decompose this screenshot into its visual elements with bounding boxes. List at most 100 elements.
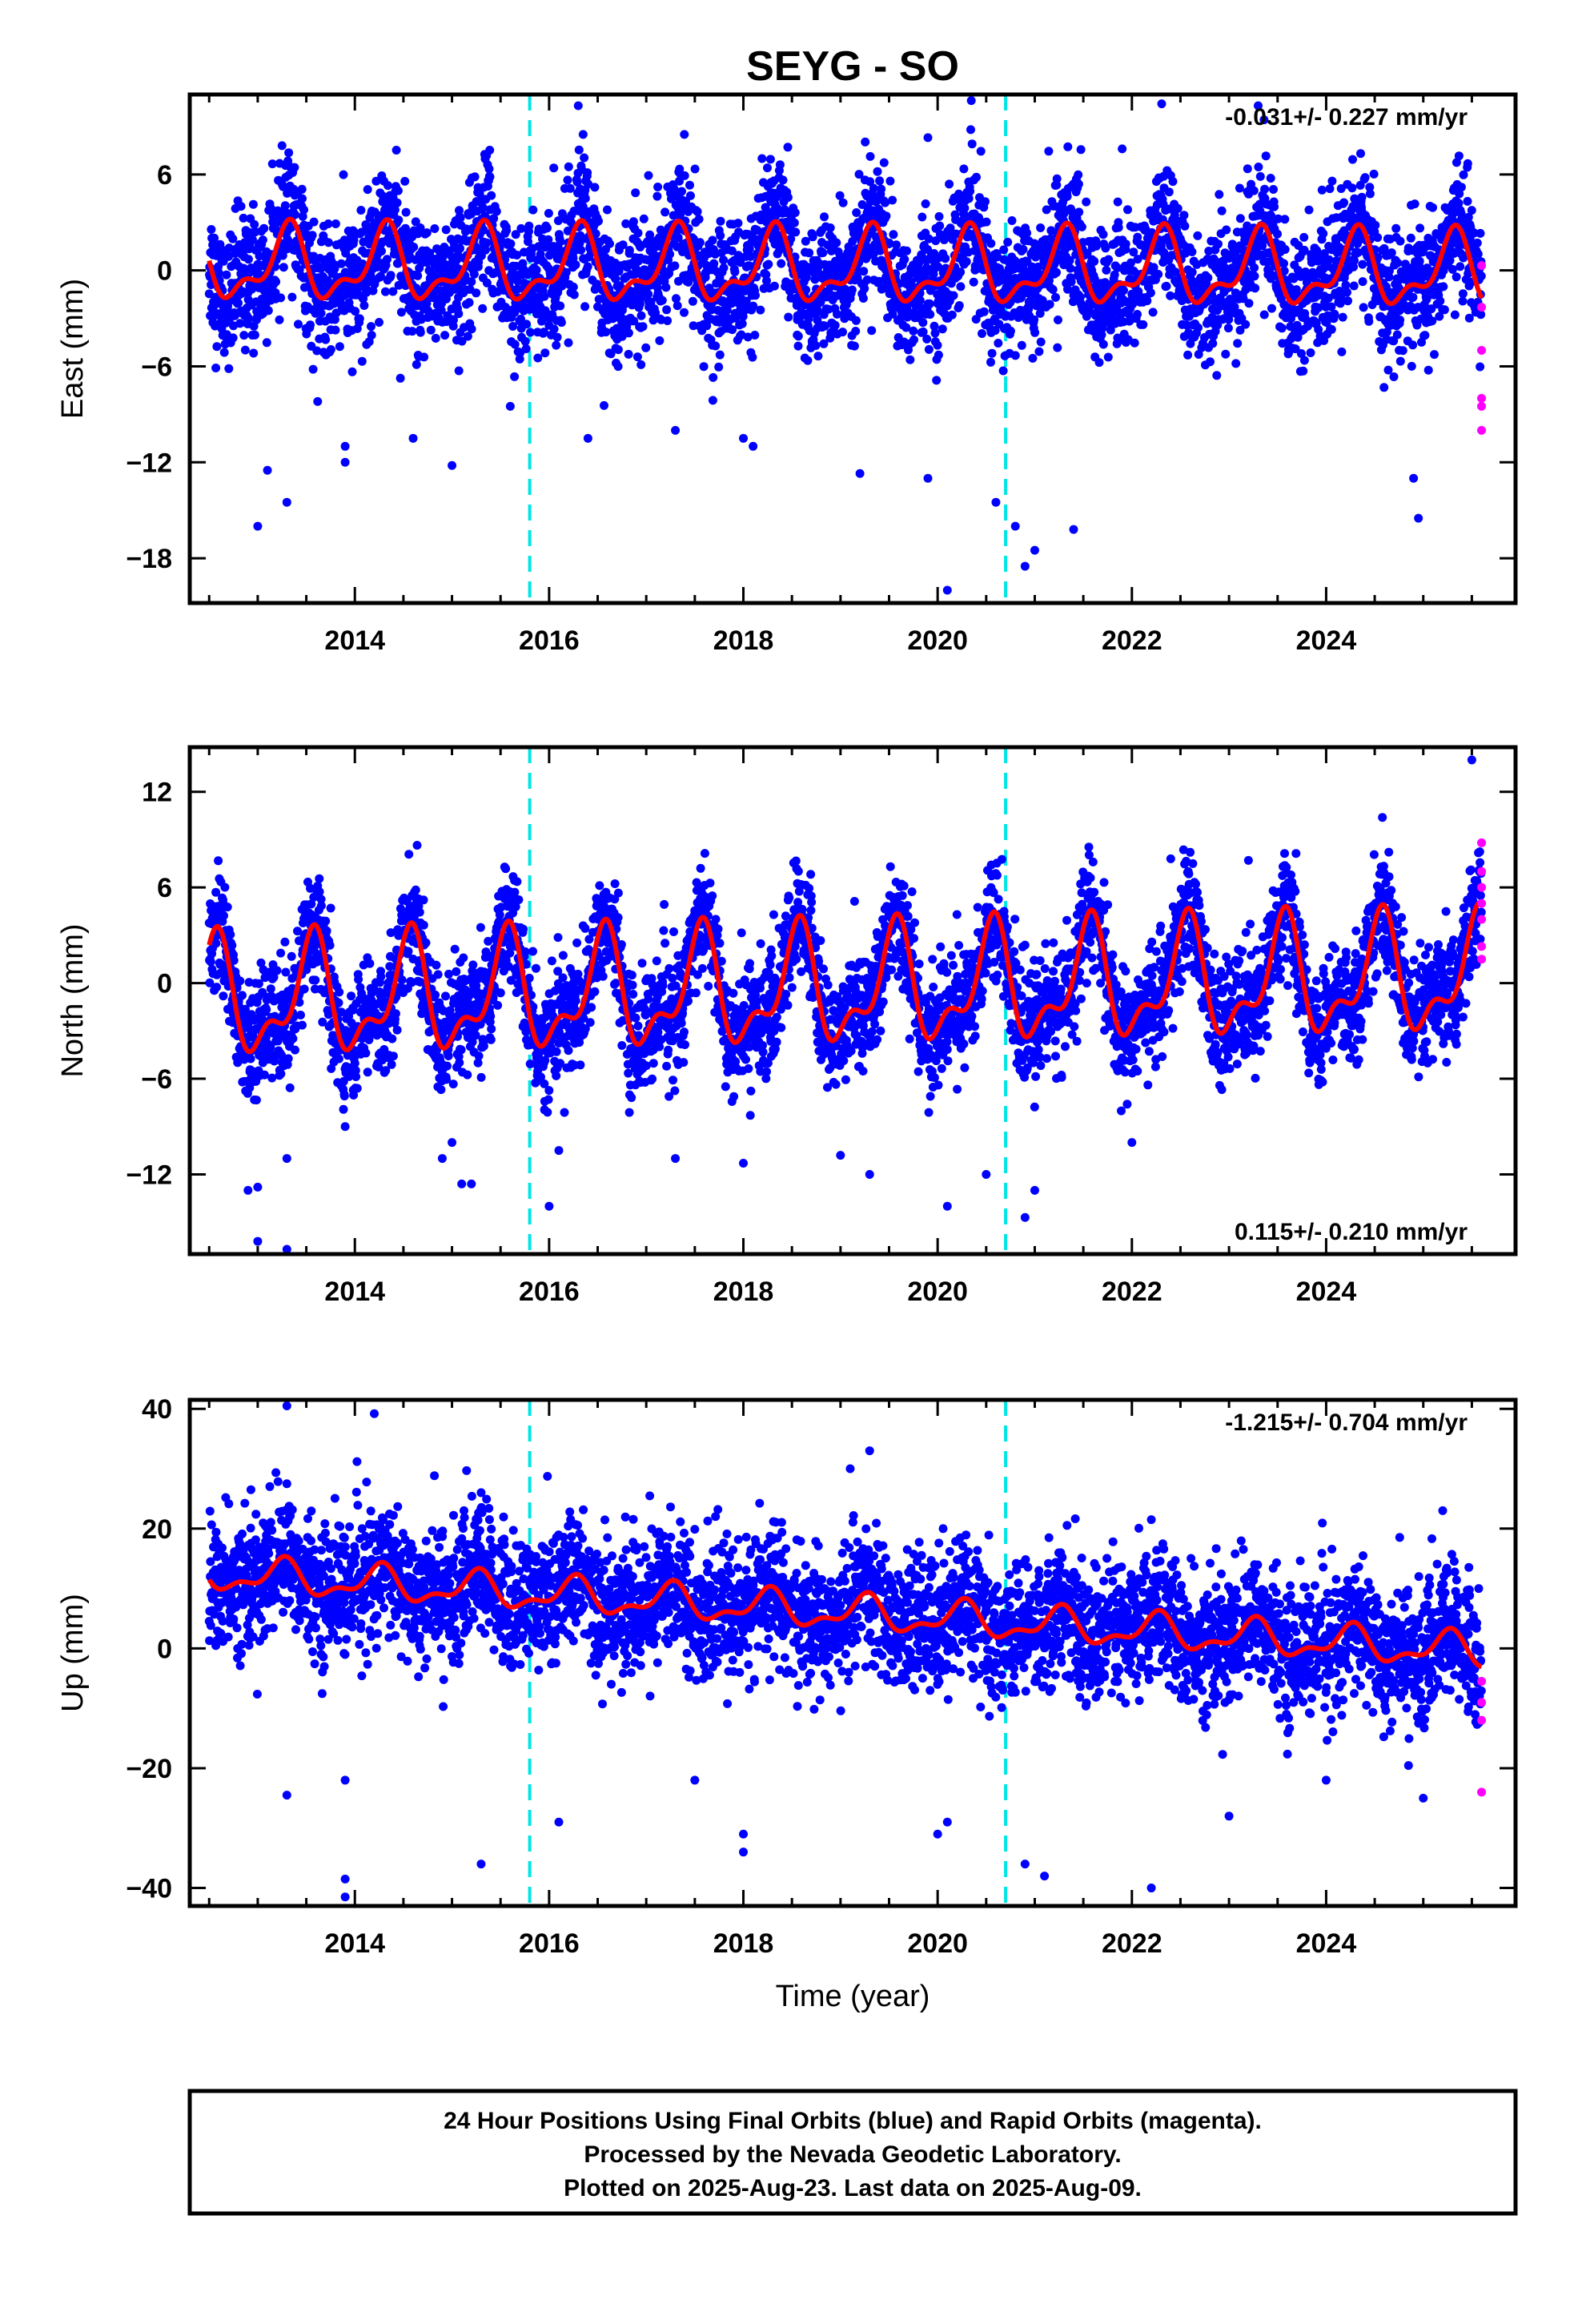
data-point (847, 285, 857, 295)
data-point (463, 332, 472, 341)
data-point (467, 324, 476, 334)
data-point (422, 228, 432, 238)
data-point (276, 948, 286, 958)
data-point (583, 168, 592, 178)
data-point (279, 263, 288, 272)
data-point (1456, 262, 1465, 271)
data-point (511, 230, 520, 239)
data-point (793, 332, 803, 341)
data-point (801, 272, 811, 282)
data-point (214, 856, 223, 866)
data-point (1052, 267, 1061, 277)
data-point (1325, 184, 1335, 194)
data-point (276, 1069, 286, 1079)
data-point (875, 176, 885, 186)
data-point (1221, 349, 1231, 359)
data-point (716, 231, 725, 240)
data-point (1261, 151, 1271, 161)
data-point (1358, 259, 1367, 269)
data-point (1104, 255, 1114, 264)
data-point (677, 187, 686, 196)
data-point (291, 210, 299, 219)
data-point (1306, 348, 1315, 357)
data-point (375, 318, 383, 327)
data-point (791, 227, 801, 237)
data-point (645, 230, 655, 239)
data-point (1395, 316, 1405, 324)
data-point (719, 255, 729, 265)
data-point (881, 211, 891, 221)
data-point (266, 984, 275, 994)
data-point (1138, 320, 1148, 329)
data-point (515, 354, 524, 364)
data-point (629, 316, 639, 326)
data-point (1054, 316, 1062, 324)
data-point (516, 223, 526, 233)
data-point (909, 335, 918, 344)
data-point (275, 315, 284, 324)
data-point (280, 937, 290, 947)
data-point (739, 433, 749, 443)
data-point (430, 224, 440, 233)
data-point (1360, 173, 1370, 183)
data-point (1098, 230, 1108, 239)
data-point (938, 324, 947, 334)
data-point (1383, 365, 1393, 375)
data-point (1173, 203, 1182, 213)
data-point (969, 277, 978, 287)
data-point (1098, 340, 1108, 349)
data-point (267, 159, 277, 169)
data-point (253, 521, 263, 531)
data-point (235, 319, 245, 328)
data-point (1299, 232, 1309, 242)
data-point (506, 239, 516, 248)
data-point (1090, 256, 1099, 266)
data-point (1121, 239, 1130, 249)
data-point (1069, 525, 1078, 534)
data-point (709, 372, 718, 382)
data-point (1408, 340, 1418, 350)
data-point (960, 203, 970, 213)
data-point (482, 238, 492, 247)
data-point (670, 261, 680, 271)
y-tick-label: −6 (141, 352, 172, 382)
data-point (244, 314, 254, 324)
data-point (1476, 362, 1485, 372)
data-point (280, 201, 290, 211)
data-point (526, 328, 535, 337)
data-point (568, 282, 578, 292)
data-point (979, 307, 989, 316)
data-point (924, 344, 934, 354)
data-point (594, 216, 603, 226)
data-point (1277, 324, 1287, 333)
data-point (1006, 326, 1015, 336)
y-axis-label: East (mm) (56, 279, 90, 419)
data-point (639, 214, 648, 223)
data-point (556, 318, 566, 328)
data-point (210, 233, 219, 243)
data-point (790, 208, 800, 217)
data-point (731, 313, 741, 323)
data-point (250, 219, 259, 229)
data-point (229, 321, 238, 331)
data-point (487, 191, 496, 200)
data-point (1113, 197, 1122, 207)
data-point (991, 497, 1001, 507)
data-point (947, 310, 957, 320)
data-point (680, 171, 689, 180)
data-point (1214, 239, 1223, 249)
data-point (291, 1045, 299, 1055)
data-point (926, 310, 935, 320)
data-point (1391, 223, 1401, 233)
data-point (470, 172, 480, 182)
data-point (238, 991, 247, 1000)
data-point (959, 164, 969, 174)
data-point (935, 221, 945, 231)
data-point (986, 357, 995, 367)
data-point (299, 205, 308, 215)
data-point (1259, 310, 1269, 320)
data-point (1456, 183, 1466, 192)
data-point (1162, 281, 1171, 291)
data-point (932, 376, 942, 385)
